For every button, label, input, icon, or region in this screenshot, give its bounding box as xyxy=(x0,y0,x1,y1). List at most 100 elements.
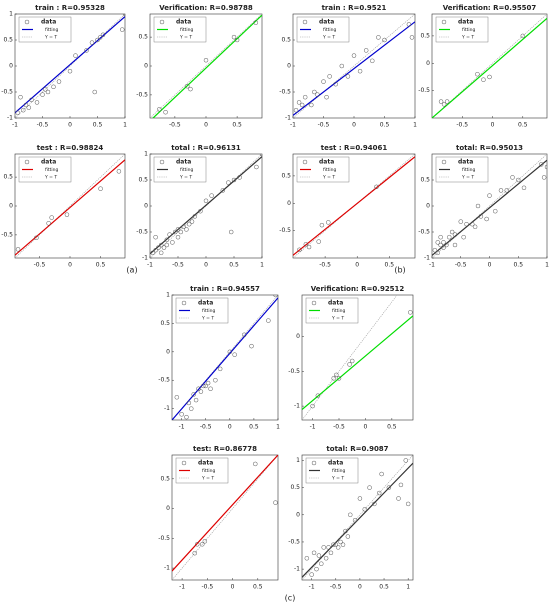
data-point xyxy=(297,247,302,253)
legend-label: data xyxy=(319,159,334,166)
data-point xyxy=(441,240,446,245)
x-tick-label: -0.5 xyxy=(200,424,212,431)
legend-marker xyxy=(181,460,187,466)
data-point xyxy=(184,227,189,232)
fit-line xyxy=(152,14,262,118)
data-point xyxy=(198,389,204,394)
legend-marker xyxy=(24,159,30,165)
data-point xyxy=(374,184,379,190)
data-point xyxy=(347,362,352,367)
data-point xyxy=(156,245,161,250)
data-point xyxy=(100,32,106,38)
data-point xyxy=(319,561,324,566)
y-tick-label: -0.5 xyxy=(418,87,430,94)
legend-label: data xyxy=(458,19,473,26)
data-point xyxy=(161,245,167,250)
y-tick-label: -0.5 xyxy=(1,231,13,238)
x-tick-label: 0 xyxy=(355,262,359,269)
y-tick-label: 0.5 xyxy=(3,174,13,181)
legend-label: fitting xyxy=(332,468,345,474)
data-point xyxy=(372,501,377,507)
data-point xyxy=(333,542,339,547)
y-tick-label: 0.5 xyxy=(138,177,148,184)
data-point xyxy=(226,180,231,185)
x-tick-label: -0.5 xyxy=(37,122,49,129)
data-point xyxy=(185,83,190,89)
data-point xyxy=(49,215,54,220)
legend-label: Y = T xyxy=(44,175,57,181)
x-tick-label: 0 xyxy=(364,424,368,431)
chart-title: test : R=0.98824 xyxy=(37,144,104,152)
data-point xyxy=(175,234,181,240)
data-point xyxy=(234,37,240,43)
y-tick-label: -0.5 xyxy=(158,535,170,542)
legend-label: fitting xyxy=(323,27,336,33)
data-point xyxy=(167,232,172,237)
y-tick-label: 0.5 xyxy=(160,475,170,482)
x-tick-label: 0.5 xyxy=(380,122,390,129)
data-point xyxy=(438,234,443,240)
data-point xyxy=(357,496,363,501)
data-point xyxy=(46,221,51,226)
data-point xyxy=(345,534,351,539)
legend-label: data xyxy=(458,159,473,166)
x-tick-label: 1 xyxy=(123,122,127,129)
data-point xyxy=(23,102,29,108)
data-point xyxy=(376,35,381,40)
y-tick-label: 0 xyxy=(9,63,13,70)
data-point xyxy=(200,542,205,547)
data-point xyxy=(253,461,258,467)
data-point xyxy=(192,214,198,219)
data-point xyxy=(504,188,509,193)
data-point xyxy=(213,377,218,383)
data-point xyxy=(458,219,463,224)
data-point xyxy=(196,386,201,391)
legend-label: data xyxy=(198,460,213,467)
data-point xyxy=(335,545,341,550)
data-point xyxy=(331,376,336,381)
x-tick-label: 0 xyxy=(204,262,208,269)
y-tick-label: 0.5 xyxy=(420,177,430,184)
data-point xyxy=(228,229,234,235)
x-tick-label: -0.5 xyxy=(319,262,331,269)
legend-label: data xyxy=(328,460,343,467)
legend-marker xyxy=(159,159,165,165)
data-point xyxy=(461,234,466,240)
fit-line xyxy=(432,17,547,118)
data-point xyxy=(95,37,100,43)
data-point xyxy=(464,221,469,227)
data-point xyxy=(349,358,355,364)
data-point xyxy=(324,94,329,100)
data-point xyxy=(188,86,193,92)
data-point xyxy=(367,485,372,490)
chart-title: Verification: R=0.92512 xyxy=(311,285,405,293)
data-point xyxy=(432,247,438,253)
data-point xyxy=(539,162,544,167)
x-tick-label: 0.5 xyxy=(93,122,103,129)
y-tick-label: -0.5 xyxy=(158,377,170,384)
data-point xyxy=(175,227,181,232)
data-point xyxy=(64,212,70,217)
plot-area xyxy=(150,14,262,118)
data-point xyxy=(363,48,369,53)
plot-area xyxy=(172,295,278,420)
data-point xyxy=(338,539,343,545)
x-tick-label: -0.5 xyxy=(333,424,345,431)
legend-marker xyxy=(159,19,165,25)
y-tick-label: 0 xyxy=(287,200,291,207)
data-point xyxy=(438,242,443,248)
data-point xyxy=(516,177,521,183)
data-point xyxy=(304,556,310,561)
legend-label: Y = T xyxy=(461,35,474,41)
data-point xyxy=(203,383,208,389)
data-point xyxy=(316,239,321,244)
data-point xyxy=(209,193,214,198)
data-point xyxy=(202,539,208,544)
data-point xyxy=(314,566,319,572)
data-point xyxy=(15,110,20,116)
x-tick-label: 0.5 xyxy=(513,262,523,269)
y-tick-label: -1 xyxy=(142,255,148,262)
y-tick-label: 0 xyxy=(166,348,170,355)
fit-line xyxy=(302,462,413,578)
y-tick-label: 0 xyxy=(426,203,430,210)
